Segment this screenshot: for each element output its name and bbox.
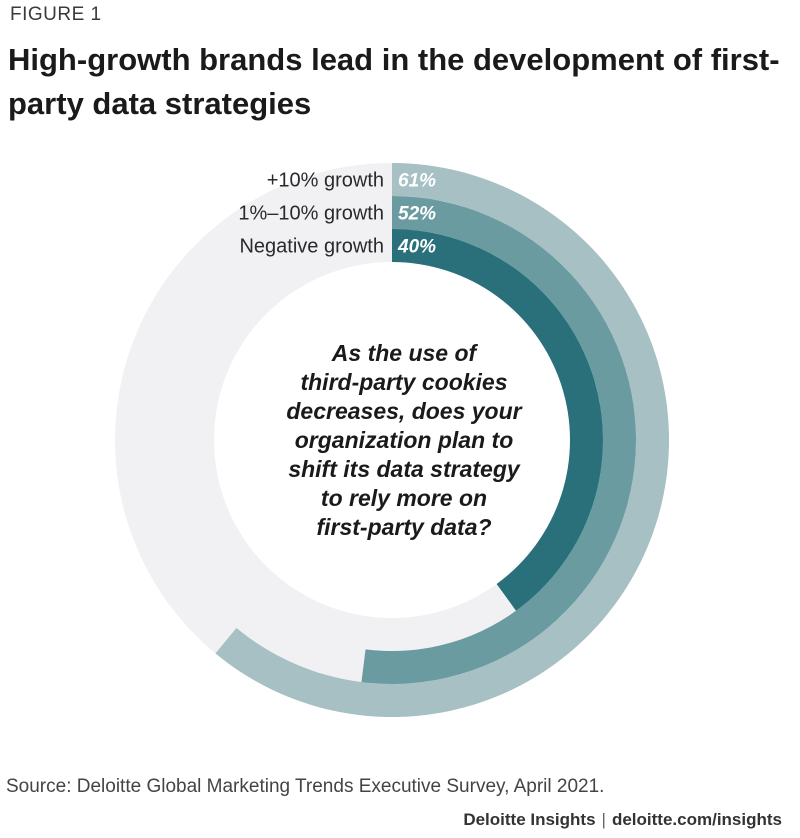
footer-separator: | — [601, 810, 606, 829]
arc-1-10-growth — [361, 196, 636, 684]
source-note: Source: Deloitte Global Marketing Trends… — [6, 776, 605, 797]
chart-title: High-growth brands lead in the developme… — [8, 42, 780, 121]
arc-10-growth — [215, 163, 670, 717]
footer-url: deloitte.com/insights — [611, 810, 782, 829]
center-question-line: shift its data strategy — [288, 456, 521, 482]
series-label: Negative growth — [239, 236, 384, 258]
footer: Deloitte Insights | deloitte.com/insights — [463, 810, 782, 830]
arc-negative-growth — [392, 229, 604, 611]
center-question-line: first-party data? — [316, 514, 491, 540]
value-label: 40% — [397, 237, 436, 258]
center-question-line: to rely more on — [321, 485, 487, 511]
value-label: 61% — [398, 171, 436, 192]
center-question-line: organization plan to — [295, 427, 514, 453]
radial-bar-chart: 61% +10% growth 52% 1%–10% growth 40% Negativ… — [115, 163, 670, 717]
figure-label: FIGURE 1 — [10, 4, 102, 25]
center-question-line: As the use of — [331, 340, 479, 366]
center-question-line: third-party cookies — [300, 369, 507, 395]
footer-brand: Deloitte Insights — [463, 810, 596, 829]
center-question-line: decreases, does your — [286, 398, 522, 424]
series-label: +10% growth — [267, 170, 384, 192]
value-label: 52% — [398, 204, 436, 225]
series-label: 1%–10% growth — [238, 203, 384, 225]
